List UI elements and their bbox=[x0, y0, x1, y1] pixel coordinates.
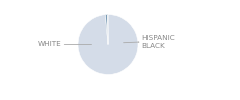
Wedge shape bbox=[105, 14, 108, 44]
Text: BLACK: BLACK bbox=[139, 42, 165, 49]
Text: HISPANIC: HISPANIC bbox=[139, 35, 175, 42]
Wedge shape bbox=[78, 14, 138, 74]
Text: WHITE: WHITE bbox=[38, 42, 91, 48]
